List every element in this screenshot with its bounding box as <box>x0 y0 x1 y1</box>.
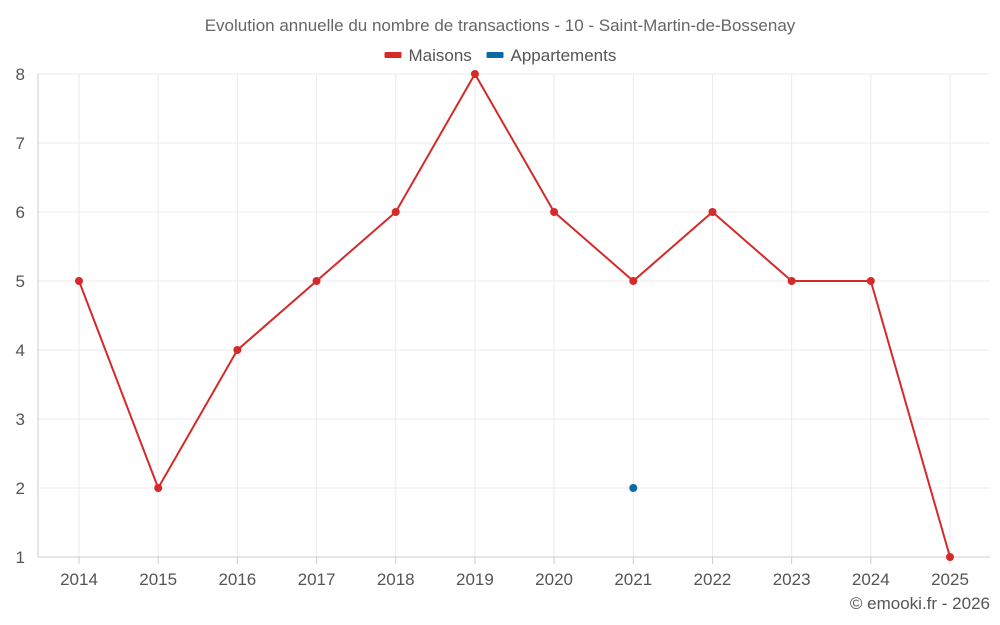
y-tick-label: 8 <box>16 65 25 84</box>
y-tick-label: 7 <box>16 134 25 153</box>
x-tick-label: 2020 <box>535 570 573 589</box>
legend: Maisons Appartements <box>384 46 617 65</box>
y-tick-label: 1 <box>16 548 25 567</box>
x-tick-label: 2025 <box>931 570 969 589</box>
data-point <box>233 346 242 354</box>
y-tick-label: 5 <box>16 272 25 291</box>
series-maisons <box>75 70 954 561</box>
legend-item-appartements: Appartements <box>486 46 617 65</box>
data-point <box>629 484 638 492</box>
data-point <box>154 484 163 492</box>
data-point <box>470 70 479 78</box>
data-point <box>391 208 400 216</box>
y-tick-label: 4 <box>16 341 25 360</box>
x-tick-label: 2015 <box>139 570 177 589</box>
y-tick-label: 3 <box>16 410 25 429</box>
y-tick-label: 6 <box>16 203 25 222</box>
data-point <box>708 208 717 216</box>
data-point <box>946 553 954 561</box>
data-point <box>75 277 83 285</box>
data-point <box>629 277 638 285</box>
chart-title: Evolution annuelle du nombre de transact… <box>205 16 796 35</box>
series <box>75 70 954 561</box>
x-tick-label: 2023 <box>773 570 811 589</box>
data-point <box>787 277 796 285</box>
x-tick-label: 2018 <box>377 570 415 589</box>
ticks: 1 2 3 4 5 6 7 8 2014 2015 2016 2017 2018 2019 2020 2021… <box>16 65 969 589</box>
grid <box>38 73 990 557</box>
axes <box>37 74 990 564</box>
data-point <box>312 277 321 285</box>
x-tick-label: 2014 <box>60 570 98 589</box>
credit-label: © emooki.fr - 2026 <box>850 594 990 613</box>
legend-swatch <box>486 52 504 58</box>
x-tick-label: 2022 <box>694 570 732 589</box>
legend-label: Maisons <box>409 46 472 65</box>
x-tick-label: 2017 <box>298 570 336 589</box>
series-appartements <box>629 484 638 492</box>
legend-swatch <box>384 52 402 58</box>
x-tick-label: 2024 <box>852 570 890 589</box>
legend-label: Appartements <box>511 46 617 65</box>
data-point <box>550 208 559 216</box>
legend-item-maisons: Maisons <box>384 46 472 65</box>
x-tick-label: 2016 <box>218 570 256 589</box>
data-point <box>866 277 875 285</box>
x-tick-label: 2019 <box>456 570 494 589</box>
x-tick-label: 2021 <box>614 570 652 589</box>
y-tick-label: 2 <box>16 479 25 498</box>
series-line <box>78 73 951 558</box>
